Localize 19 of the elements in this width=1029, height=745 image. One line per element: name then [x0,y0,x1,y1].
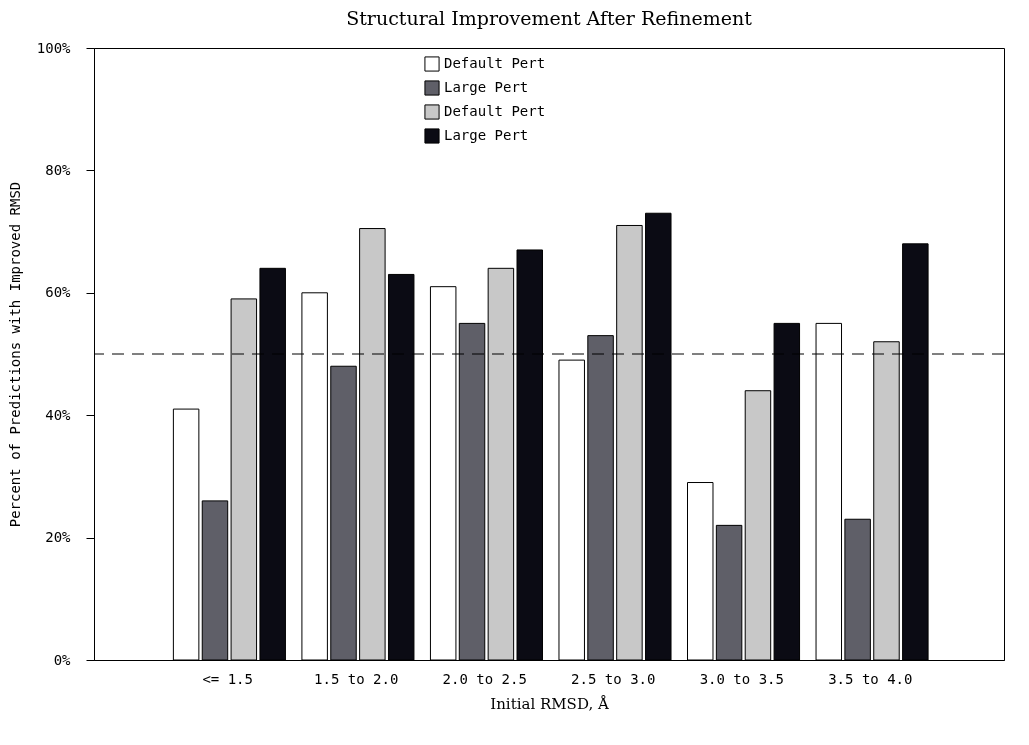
x-tick-label: 1.5 to 2.0 [314,670,399,687]
chart-title: Structural Improvement After Refinement [346,7,753,29]
x-tick-label: <= 1.5 [202,670,253,687]
legend-label: Default Pert [444,103,546,119]
y-tick-label: 40% [45,406,72,423]
x-tick-label: 2.0 to 2.5 [442,670,527,687]
y-tick-label: 100% [36,39,72,56]
x-axis-title: Initial RMSD, Å [490,694,609,713]
y-axis-title: Percent of Predictions with Improved RMSD [6,181,23,528]
legend-label: Large Pert [444,79,529,95]
x-tick-label: 3.0 to 3.5 [699,670,784,687]
x-tick-label: 3.5 to 4.0 [828,670,913,687]
legend-label: Default Pert [444,55,546,71]
legend-label: Large Pert [444,127,529,143]
x-tick-label: 2.5 to 3.0 [571,670,656,687]
y-tick-label: 80% [45,161,72,178]
y-tick-label: 60% [45,284,72,301]
y-tick-label: 0% [53,651,72,668]
y-tick-label: 20% [45,529,72,546]
